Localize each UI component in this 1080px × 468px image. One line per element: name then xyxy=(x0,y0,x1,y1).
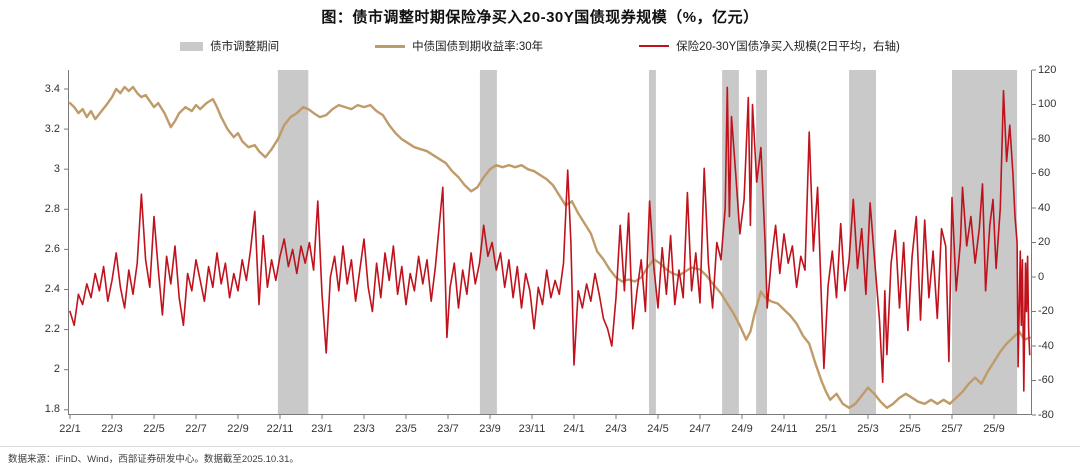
x-axis-label: 22/1 xyxy=(59,423,81,435)
y-axis-label-left: 3.2 xyxy=(44,122,60,135)
y-axis-label-left: 3.4 xyxy=(44,82,60,95)
adjustment-band xyxy=(722,70,739,415)
legend-label: 保险20-30Y国债净买入规模(2日平均，右轴) xyxy=(676,41,900,53)
y-axis-label-right: 120 xyxy=(1038,63,1057,76)
y-axis-label-right: -20 xyxy=(1038,305,1054,317)
x-axis-label: 22/3 xyxy=(101,423,123,435)
x-axis-label: 24/1 xyxy=(563,423,585,435)
x-axis-label: 22/7 xyxy=(185,423,207,435)
y-axis-label-left: 2 xyxy=(53,363,60,376)
x-axis-label: 25/1 xyxy=(815,423,837,435)
y-axis-label-right: 80 xyxy=(1038,132,1051,145)
x-axis-label: 25/3 xyxy=(857,423,879,435)
x-axis-label: 25/9 xyxy=(983,423,1005,435)
x-axis-label: 22/5 xyxy=(143,423,165,435)
y-axis-label-left: 2.6 xyxy=(44,242,60,255)
legend-item-insurance: 保险20-30Y国债净买入规模(2日平均，右轴) xyxy=(639,38,900,54)
chart-title: 图：债市调整时期保险净买入20-30Y国债现券规模（%，亿元） xyxy=(321,9,759,26)
x-axis-label: 23/11 xyxy=(518,423,546,435)
x-axis-label: 25/7 xyxy=(941,423,963,435)
y-axis-label-right: 100 xyxy=(1038,98,1057,110)
y-axis-label-right: 0 xyxy=(1038,270,1045,283)
y-axis-label-right: 40 xyxy=(1038,201,1051,214)
x-axis-label: 24/9 xyxy=(731,423,753,435)
x-axis-label: 25/5 xyxy=(899,423,921,435)
insurance-line-series xyxy=(69,86,1031,392)
legend-item-adjustment-band: 债市调整期间 xyxy=(180,38,279,54)
footer-divider: 数据来源：iFinD、Wind，西部证券研发中心。数据截至2025.10.31。 xyxy=(0,446,1080,465)
x-axis-label: 22/11 xyxy=(266,423,294,435)
y-axis-label-left: 1.8 xyxy=(44,403,60,416)
y-axis-label-left: 2.4 xyxy=(44,283,60,295)
y-axis-label-right: -60 xyxy=(1038,374,1054,386)
insurance-line-swatch-icon xyxy=(639,45,670,47)
y-axis-label-left: 2.8 xyxy=(44,202,60,215)
plot-area xyxy=(64,69,1036,419)
legend-label: 中债国债到期收益率:30年 xyxy=(412,41,544,53)
legend-label: 债市调整期间 xyxy=(210,41,280,53)
plot-canvas xyxy=(64,69,1036,419)
y-axis-label-right: -80 xyxy=(1038,408,1054,421)
y-axis-label-left: 3 xyxy=(53,162,60,175)
y-axis-label-right: 60 xyxy=(1038,167,1051,179)
x-axis-label: 23/1 xyxy=(311,423,333,435)
y-axis-label-right: 20 xyxy=(1038,236,1051,248)
legend-item-yield: 中债国债到期收益率:30年 xyxy=(375,38,543,54)
adjustment-band xyxy=(277,70,309,415)
x-axis-label: 24/5 xyxy=(647,423,669,435)
x-axis-label: 23/3 xyxy=(353,423,375,435)
yield-line-series xyxy=(68,85,1031,409)
x-axis-label: 24/11 xyxy=(770,423,798,435)
y-axis-label-right: -40 xyxy=(1038,339,1054,352)
x-axis-label: 23/7 xyxy=(437,423,459,435)
adjustment-band xyxy=(756,70,767,415)
y-axis-label-left: 2.2 xyxy=(44,323,60,336)
yield-line-swatch-icon xyxy=(375,44,406,48)
x-axis-label: 23/9 xyxy=(479,423,501,435)
adjustment-band xyxy=(479,70,497,415)
x-axis-label: 24/3 xyxy=(605,423,627,435)
band-swatch-icon xyxy=(180,41,204,51)
x-axis-label: 23/5 xyxy=(395,423,417,435)
x-axis-label: 22/9 xyxy=(227,423,249,435)
x-axis-label: 24/7 xyxy=(689,423,711,435)
source-note: 数据来源：iFinD、Wind，西部证券研发中心。数据截至2025.10.31。 xyxy=(8,454,299,465)
legend: 债市调整期间 中债国债到期收益率:30年 保险20-30Y国债净买入规模(2日平… xyxy=(0,38,1080,54)
